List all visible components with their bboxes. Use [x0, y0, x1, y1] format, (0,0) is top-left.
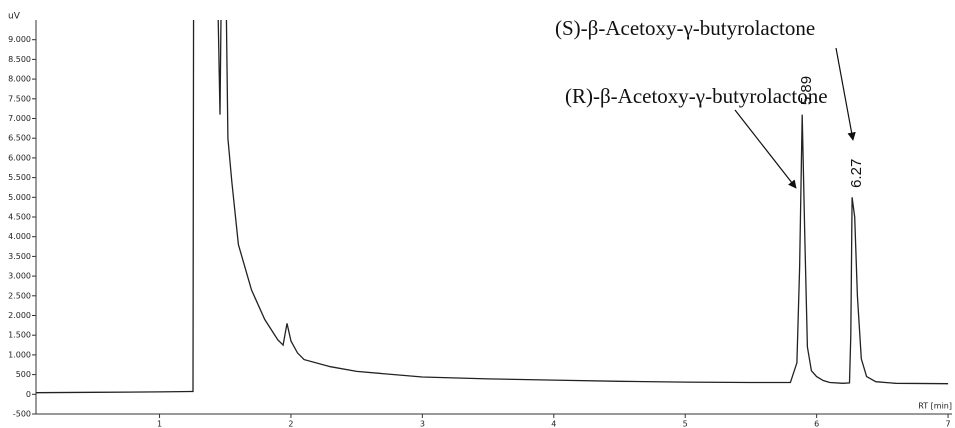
y-tick-label: 6.000	[8, 153, 31, 162]
y-tick-label: 8.000	[8, 75, 31, 84]
y-tick-label: 6.500	[8, 134, 31, 143]
x-tick-label: 7	[946, 420, 951, 428]
y-tick-label: 2.500	[8, 291, 31, 300]
y-tick-label: 1.500	[8, 331, 31, 340]
y-tick-label: 500	[16, 370, 31, 379]
x-tick-label: 5	[683, 420, 688, 428]
peak-label: 5.89	[798, 76, 815, 105]
y-tick-label: 4.500	[8, 213, 31, 222]
y-tick-label: 7.000	[8, 114, 31, 123]
y-tick-label: 3.000	[8, 272, 31, 281]
y-tick-label: 2.000	[8, 311, 31, 320]
y-tick-label: 1.000	[8, 350, 31, 359]
y-tick-label: 3.500	[8, 252, 31, 261]
x-tick-label: 6	[814, 420, 819, 428]
y-tick-label: 8.500	[8, 55, 31, 64]
y-tick-label: 7.500	[8, 94, 31, 103]
annotation: (S)-β-Acetoxy-γ-butyrolactone	[555, 16, 815, 40]
annotation: (R)-β-Acetoxy-γ-butyrolactone	[565, 84, 828, 108]
x-tick-label: 2	[288, 420, 293, 428]
y-tick-label: 4.000	[8, 232, 31, 241]
y-tick-label: 0	[26, 390, 31, 399]
peak-label: 6.27	[848, 159, 865, 188]
arrow	[734, 109, 797, 189]
y-axis-label: uV	[8, 12, 21, 22]
y-tick-label: 9.000	[8, 35, 31, 44]
x-axis-label: RT [min]	[918, 402, 952, 411]
y-tick-label: 5.000	[8, 193, 31, 202]
arrow	[835, 47, 856, 141]
y-tick-label: -500	[13, 410, 31, 419]
x-tick-label: 3	[420, 420, 425, 428]
x-tick-label: 1	[157, 420, 162, 428]
y-tick-label: 5.500	[8, 173, 31, 182]
trace	[36, 20, 949, 394]
x-tick-label: 4	[551, 420, 556, 428]
